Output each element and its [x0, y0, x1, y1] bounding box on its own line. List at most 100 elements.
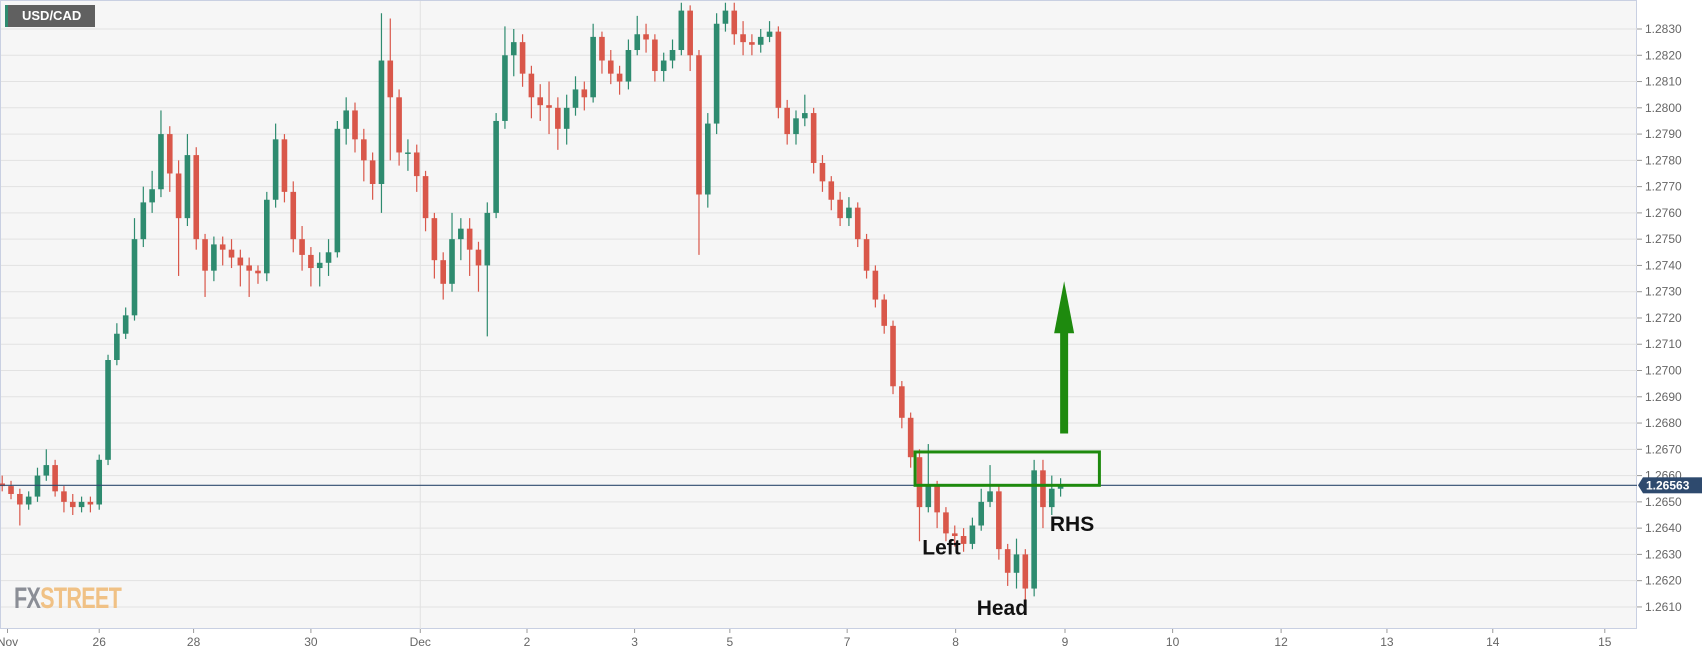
candle-body: [705, 123, 711, 195]
candle-body: [131, 239, 138, 316]
candle-down: [281, 134, 288, 203]
candle-body: [793, 118, 799, 135]
candle-body: [555, 107, 561, 129]
candle-body: [846, 207, 852, 219]
candle-body: [784, 107, 790, 135]
candle-body: [52, 465, 58, 492]
candle-body: [431, 218, 438, 261]
candle-body: [969, 525, 976, 544]
y-tick-label: 1.2630: [1645, 547, 1682, 561]
candle-up: [105, 354, 111, 466]
candle-down: [237, 249, 244, 287]
candle-up: [264, 191, 270, 282]
candle-up: [766, 21, 773, 43]
candle-body: [687, 10, 693, 56]
candle-down: [643, 23, 649, 53]
candle-body: [819, 162, 826, 182]
x-tick-label: 13: [1380, 635, 1394, 649]
candle-up: [678, 2, 685, 56]
price-tag-pointer: [1638, 477, 1643, 494]
candle-down: [951, 525, 958, 547]
candle-up: [590, 23, 596, 103]
candle-body: [749, 42, 755, 45]
candle-down: [361, 128, 367, 182]
candle-up: [484, 202, 491, 337]
candle-up: [211, 236, 217, 282]
pattern-label-rhs: RHS: [1050, 513, 1094, 536]
candle-down: [607, 50, 614, 85]
candle-body: [78, 501, 85, 508]
candle-up: [449, 212, 455, 292]
x-tick-label: 30: [304, 635, 318, 649]
candle-up: [713, 13, 720, 135]
candle-down: [652, 34, 658, 82]
candle-down: [519, 34, 526, 87]
candle-body: [881, 299, 887, 326]
candle-body: [475, 249, 482, 266]
y-tick-label: 1.2640: [1645, 521, 1682, 535]
candle-body: [590, 36, 596, 98]
candle-down: [431, 212, 438, 279]
candle-body: [607, 60, 614, 74]
candle-up: [669, 39, 676, 69]
candle-body: [8, 486, 14, 494]
candle-body: [978, 501, 985, 526]
price-tag-box: [1643, 477, 1702, 494]
candle-body: [237, 257, 244, 266]
candle-body: [643, 34, 649, 40]
candle-up: [334, 120, 341, 258]
candle-body: [669, 50, 676, 61]
candle-body: [1022, 554, 1029, 589]
x-axis: Nov 26 28 30 Dec 2 3 5 7 8 9 10 12 13 14 15: [0, 629, 1612, 649]
candle-up: [563, 94, 570, 145]
candle-body: [158, 134, 164, 190]
candle-body: [166, 134, 173, 174]
candle-body: [484, 212, 491, 266]
y-tick-label: 1.2620: [1645, 574, 1682, 588]
y-tick-label: 1.2700: [1645, 364, 1682, 378]
y-tick-label: 1.2830: [1645, 22, 1682, 36]
candle-up: [510, 29, 517, 77]
candle-up: [705, 113, 711, 208]
candle-up: [634, 15, 641, 56]
candle-body: [660, 60, 667, 72]
candle-down: [1040, 459, 1046, 529]
candle-up: [458, 218, 464, 261]
candle-down: [1004, 543, 1011, 586]
logo-street: STREET: [40, 582, 122, 615]
x-tick-label: 10: [1166, 635, 1180, 649]
candle-body: [140, 202, 147, 240]
candle-body: [316, 262, 323, 269]
candle-down: [369, 152, 376, 200]
candle-body: [1048, 488, 1055, 508]
candle-down: [308, 247, 314, 287]
candle-body: [25, 496, 32, 505]
candle-body: [387, 60, 394, 98]
candle-body: [69, 501, 76, 508]
candle-body: [528, 73, 535, 98]
candle-up: [325, 239, 332, 276]
candle-body: [943, 512, 949, 534]
candle-body: [837, 199, 843, 219]
candle-body: [634, 34, 641, 51]
candle-body: [757, 36, 764, 45]
candle-up: [343, 97, 349, 145]
candle-down: [943, 507, 949, 542]
candle-up: [122, 307, 129, 339]
candle-up: [978, 488, 985, 531]
candle-body: [175, 173, 182, 219]
x-tick-label: Nov: [0, 635, 18, 649]
candle-body: [405, 152, 411, 154]
candle-down: [246, 257, 252, 297]
candle-body: [17, 493, 23, 505]
candle-down: [881, 294, 887, 334]
fxstreet-logo: FXSTREET: [14, 582, 122, 616]
x-tick-label: 3: [631, 635, 638, 649]
candle-down: [996, 486, 1002, 560]
y-tick-label: 1.2720: [1645, 311, 1682, 325]
y-tick-label: 1.2780: [1645, 153, 1682, 167]
x-tick-label: 28: [187, 635, 201, 649]
candle-body: [890, 325, 896, 387]
candle-down: [784, 99, 790, 145]
